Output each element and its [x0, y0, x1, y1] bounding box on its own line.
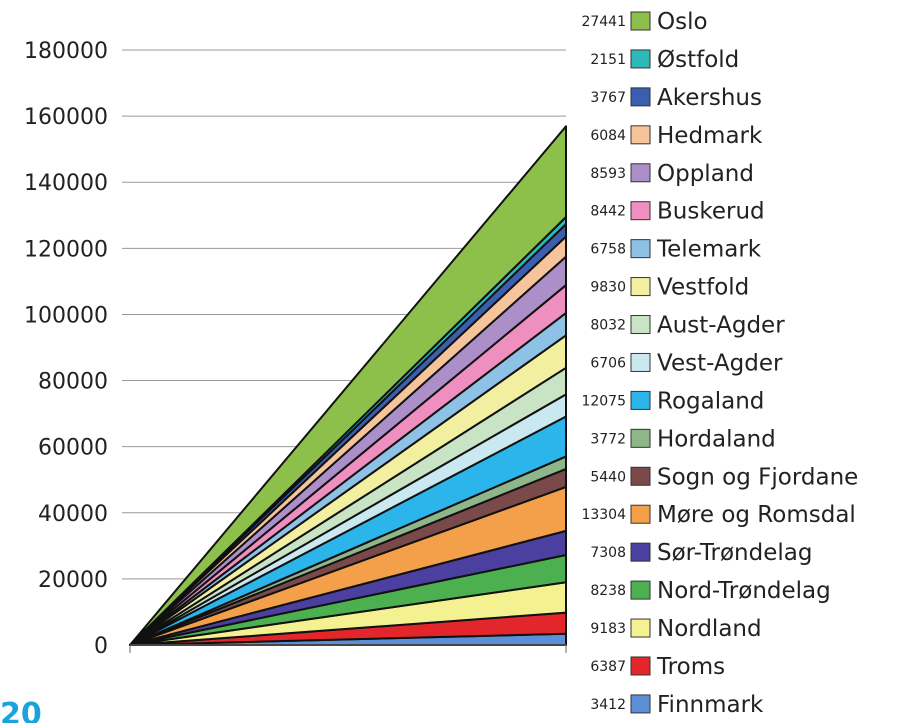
legend-label: Vest-Agder [657, 350, 783, 376]
y-tick-label: 140000 [24, 171, 108, 196]
legend-label: Telemark [656, 237, 762, 263]
legend-label: Hordaland [657, 426, 776, 452]
legend-label: Østfold [657, 47, 739, 73]
legend-label: Oslo [657, 9, 708, 35]
y-tick-label: 40000 [38, 502, 108, 527]
legend-value: 3412 [590, 697, 626, 713]
legend-swatch [630, 352, 651, 372]
legend-swatch [630, 315, 651, 335]
legend-swatch [630, 125, 651, 145]
legend-value: 8032 [590, 318, 626, 334]
legend-label: Finnmark [657, 692, 764, 718]
legend: 27441 Oslo 2151 Østfold 3767 Akershus 6084 Hedm… [581, 9, 858, 718]
legend-item: 6758 Telemark [590, 237, 761, 263]
legend-value: 3772 [590, 431, 626, 447]
legend-item: 8032 Aust-Agder [590, 313, 785, 339]
legend-value: 27441 [581, 14, 626, 30]
legend-swatch [630, 87, 651, 107]
legend-label: Hedmark [657, 123, 763, 149]
y-tick-label: 0 [94, 634, 108, 659]
y-tick-label: 20000 [38, 568, 108, 593]
legend-value: 6758 [590, 242, 626, 258]
y-tick-label: 60000 [38, 436, 108, 461]
legend-swatch [630, 656, 651, 676]
legend-label: Sør-Trøndelag [657, 540, 812, 566]
legend-item: 12075 Rogaland [581, 388, 764, 414]
legend-item: 13304 Møre og Romsdal [581, 502, 855, 528]
legend-swatch [630, 466, 651, 486]
legend-item: 8442 Buskerud [590, 199, 764, 225]
legend-swatch [630, 239, 651, 259]
legend-value: 3767 [590, 90, 626, 106]
legend-swatch [630, 49, 651, 69]
legend-swatch [630, 694, 651, 714]
legend-swatch [630, 504, 651, 524]
legend-item: 8238 Nord-Trøndelag [590, 578, 830, 604]
y-tick-label: 180000 [24, 39, 108, 64]
legend-value: 8593 [590, 166, 626, 182]
legend-value: 8238 [590, 583, 626, 599]
y-tick-label: 100000 [24, 303, 108, 328]
legend-item: 9830 Vestfold [590, 275, 749, 301]
legend-value: 7308 [590, 545, 626, 561]
legend-label: Rogaland [657, 388, 764, 414]
y-tick-label: 80000 [38, 370, 108, 395]
area-series [129, 125, 567, 646]
legend-value: 6387 [590, 659, 626, 675]
legend-label: Sogn og Fjordane [657, 464, 858, 490]
legend-value: 9830 [590, 280, 626, 296]
y-tick-label: 160000 [24, 105, 108, 130]
legend-item: 27441 Oslo [581, 9, 707, 35]
legend-item: 6084 Hedmark [590, 123, 763, 149]
legend-item: 8593 Oppland [590, 161, 754, 187]
legend-label: Oppland [657, 161, 754, 187]
legend-label: Troms [656, 654, 725, 680]
legend-label: Aust-Agder [657, 313, 785, 339]
legend-value: 12075 [581, 393, 626, 409]
legend-swatch [630, 542, 651, 562]
legend-swatch [630, 163, 651, 183]
legend-value: 6084 [590, 128, 626, 144]
legend-item: 3772 Hordaland [590, 426, 775, 452]
legend-swatch [630, 390, 651, 410]
gridlines [122, 49, 566, 580]
y-axis-tick-labels: 0 20000 40000 60000 80000 100000 120000 140000 1… [24, 39, 108, 659]
legend-label: Møre og Romsdal [657, 502, 856, 528]
legend-label: Nordland [657, 616, 762, 642]
legend-value: 9183 [590, 621, 626, 637]
legend-swatch [630, 11, 651, 31]
legend-swatch [630, 428, 651, 448]
legend-item: 7308 Sør-Trøndelag [590, 540, 812, 566]
legend-value: 2151 [590, 52, 626, 68]
legend-swatch [630, 277, 651, 297]
area-oslo [129, 125, 567, 646]
legend-item: 3412 Finnmark [590, 692, 764, 718]
legend-item: 2151 Østfold [590, 47, 739, 73]
legend-label: Vestfold [657, 275, 749, 301]
legend-item: 6387 Troms [590, 654, 725, 680]
legend-value: 13304 [581, 507, 626, 523]
legend-item: 3767 Akershus [590, 85, 762, 111]
legend-item: 5440 Sogn og Fjordane [590, 464, 858, 490]
legend-label: Buskerud [657, 199, 765, 225]
legend-value: 5440 [590, 469, 626, 485]
corner-label: 20 [0, 700, 42, 723]
legend-swatch [630, 580, 651, 600]
legend-swatch [630, 201, 651, 221]
legend-label: Nord-Trøndelag [657, 578, 831, 604]
legend-swatch [630, 618, 651, 638]
legend-value: 8442 [590, 204, 626, 220]
axes [129, 644, 567, 653]
legend-value: 6706 [590, 355, 626, 371]
y-tick-label: 120000 [24, 237, 108, 262]
legend-item: 6706 Vest-Agder [590, 350, 783, 376]
legend-item: 9183 Nordland [590, 616, 761, 642]
legend-label: Akershus [657, 85, 762, 111]
